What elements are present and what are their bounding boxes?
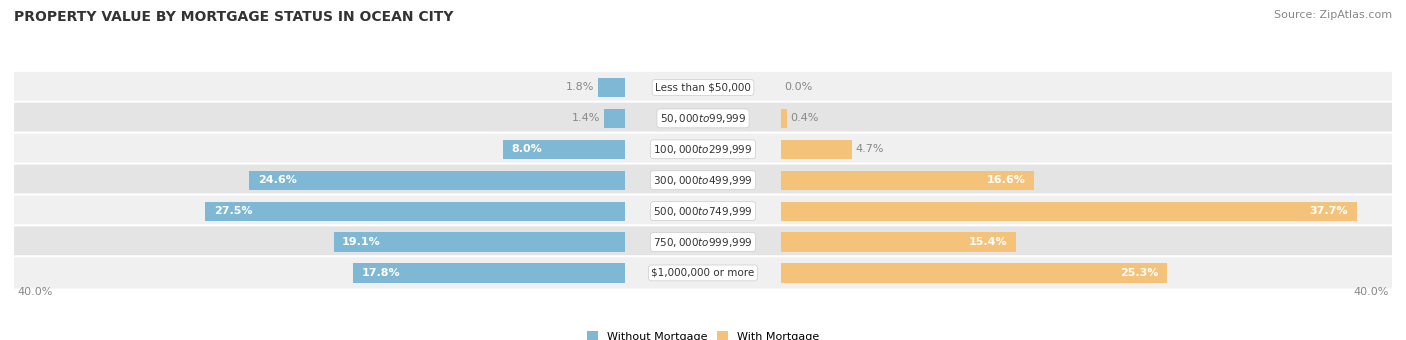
- FancyBboxPatch shape: [603, 106, 633, 131]
- Text: $1,000,000 or more: $1,000,000 or more: [651, 268, 755, 278]
- Text: 25.3%: 25.3%: [1121, 268, 1159, 278]
- Text: 17.8%: 17.8%: [361, 268, 401, 278]
- Text: $300,000 to $499,999: $300,000 to $499,999: [654, 174, 752, 187]
- FancyBboxPatch shape: [13, 225, 1393, 259]
- Text: 40.0%: 40.0%: [1353, 287, 1389, 297]
- Text: 0.4%: 0.4%: [790, 113, 818, 123]
- FancyBboxPatch shape: [13, 194, 1393, 228]
- Text: 24.6%: 24.6%: [259, 175, 297, 185]
- Text: 40.0%: 40.0%: [17, 287, 53, 297]
- Text: 27.5%: 27.5%: [214, 206, 252, 216]
- FancyBboxPatch shape: [204, 199, 633, 223]
- FancyBboxPatch shape: [332, 230, 633, 254]
- Text: 1.4%: 1.4%: [572, 113, 600, 123]
- FancyBboxPatch shape: [13, 256, 1393, 290]
- Text: $100,000 to $299,999: $100,000 to $299,999: [654, 143, 752, 156]
- Text: Less than $50,000: Less than $50,000: [655, 83, 751, 92]
- Text: 4.7%: 4.7%: [856, 144, 884, 154]
- Legend: Without Mortgage, With Mortgage: Without Mortgage, With Mortgage: [582, 327, 824, 340]
- Text: $500,000 to $749,999: $500,000 to $749,999: [654, 205, 752, 218]
- Text: 19.1%: 19.1%: [342, 237, 381, 247]
- FancyBboxPatch shape: [247, 168, 633, 192]
- Text: Source: ZipAtlas.com: Source: ZipAtlas.com: [1274, 10, 1392, 20]
- FancyBboxPatch shape: [773, 106, 787, 131]
- Text: $50,000 to $99,999: $50,000 to $99,999: [659, 112, 747, 125]
- FancyBboxPatch shape: [773, 230, 1018, 254]
- Text: 37.7%: 37.7%: [1309, 206, 1348, 216]
- FancyBboxPatch shape: [352, 261, 633, 285]
- FancyBboxPatch shape: [502, 137, 633, 162]
- Text: 8.0%: 8.0%: [512, 144, 543, 154]
- FancyBboxPatch shape: [13, 133, 1393, 166]
- FancyBboxPatch shape: [596, 75, 633, 100]
- Text: 16.6%: 16.6%: [987, 175, 1025, 185]
- FancyBboxPatch shape: [773, 168, 1036, 192]
- FancyBboxPatch shape: [13, 71, 1393, 104]
- FancyBboxPatch shape: [773, 261, 1168, 285]
- FancyBboxPatch shape: [773, 199, 1358, 223]
- FancyBboxPatch shape: [773, 137, 853, 162]
- Text: 15.4%: 15.4%: [969, 237, 1007, 247]
- Text: PROPERTY VALUE BY MORTGAGE STATUS IN OCEAN CITY: PROPERTY VALUE BY MORTGAGE STATUS IN OCE…: [14, 10, 454, 24]
- Text: $750,000 to $999,999: $750,000 to $999,999: [654, 236, 752, 249]
- FancyBboxPatch shape: [13, 102, 1393, 135]
- Text: 1.8%: 1.8%: [567, 83, 595, 92]
- FancyBboxPatch shape: [13, 164, 1393, 197]
- Text: 0.0%: 0.0%: [785, 83, 813, 92]
